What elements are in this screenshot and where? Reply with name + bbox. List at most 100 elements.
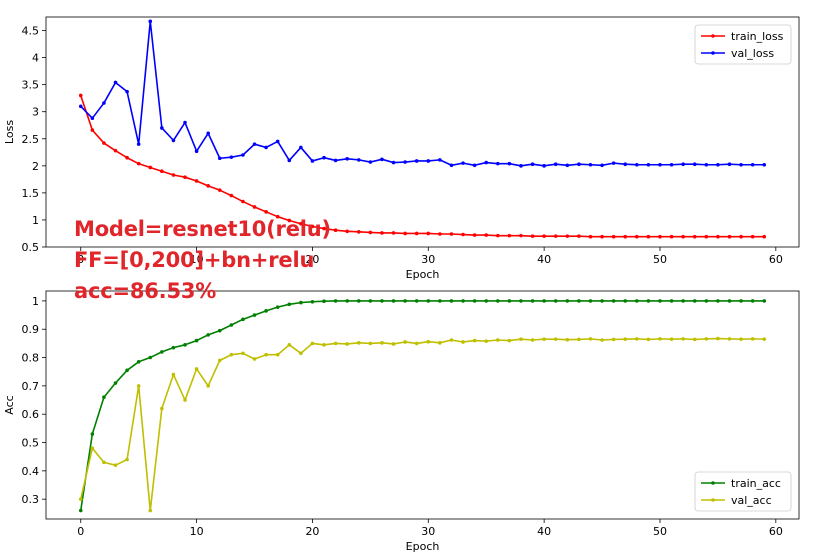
data-point [380, 299, 384, 303]
data-point [333, 158, 338, 163]
data-point [183, 343, 187, 347]
data-point [611, 337, 616, 342]
data-point [530, 299, 535, 303]
data-point [461, 232, 465, 237]
data-point [669, 162, 674, 167]
data-point [217, 358, 222, 363]
data-point [136, 161, 141, 166]
annotation-model: Model=resnet10(relu) [74, 217, 331, 241]
data-point [692, 162, 697, 166]
data-point [252, 205, 257, 209]
data-point [299, 145, 303, 150]
x-tick-label: 20 [305, 253, 319, 266]
data-point [658, 299, 662, 303]
data-point [148, 355, 153, 360]
data-point [461, 161, 465, 165]
y-tick-label: 0.3 [22, 493, 40, 506]
data-point [310, 341, 315, 346]
data-point [716, 234, 720, 239]
data-point [113, 148, 118, 153]
data-point [322, 226, 326, 231]
data-point [310, 159, 315, 163]
data-point [252, 313, 257, 317]
data-point [136, 384, 141, 388]
data-point [264, 352, 268, 357]
y-axis-label: Acc [3, 395, 16, 414]
data-point [160, 126, 164, 130]
data-point [496, 299, 500, 303]
data-point [380, 157, 384, 162]
data-point [646, 337, 651, 342]
data-point [275, 214, 280, 219]
plot-frame [45, 16, 800, 248]
data-point [635, 234, 639, 239]
data-point [623, 299, 628, 303]
data-point [194, 367, 199, 371]
x-tick-label: 30 [421, 253, 435, 266]
data-point [727, 234, 732, 239]
data-point [333, 228, 338, 233]
data-point [368, 341, 373, 346]
y-tick-label: 2.5 [22, 133, 40, 146]
data-point [530, 162, 535, 166]
data-point [136, 360, 141, 364]
data-point [669, 234, 674, 239]
data-point [739, 162, 743, 167]
data-point [588, 234, 593, 239]
data-point [449, 299, 454, 303]
data-point [496, 233, 500, 238]
data-point [287, 343, 292, 347]
x-tick-label: 0 [77, 525, 84, 538]
data-point [692, 234, 697, 239]
data-point [681, 299, 685, 303]
data-point [600, 234, 604, 239]
y-tick-label: 0.6 [22, 408, 40, 421]
data-point [635, 337, 639, 341]
data-point [345, 156, 350, 161]
data-point [264, 309, 268, 313]
data-point [171, 345, 176, 350]
data-point [414, 159, 419, 163]
data-point [507, 161, 512, 166]
data-point [241, 199, 245, 204]
data-point [356, 230, 361, 234]
x-axis-label: Epoch [406, 268, 440, 281]
data-point [160, 350, 164, 354]
data-point [484, 233, 489, 237]
data-point [90, 128, 95, 132]
data-point [449, 163, 454, 168]
data-point [669, 299, 674, 303]
data-point [206, 131, 210, 136]
data-point [507, 338, 512, 343]
data-point [646, 162, 651, 167]
series-line [80, 20, 765, 167]
data-point [287, 302, 292, 307]
series-line [79, 337, 765, 512]
data-point [496, 161, 500, 166]
data-point [345, 229, 350, 234]
x-axis-label: Epoch [406, 540, 440, 553]
annotation-acc: acc=86.53% [74, 279, 217, 303]
data-point [160, 406, 164, 411]
series-val_acc [78, 336, 767, 513]
data-point [692, 299, 697, 303]
data-point [496, 338, 500, 342]
data-point [368, 160, 373, 164]
data-point [577, 234, 581, 238]
data-point [681, 234, 685, 239]
data-point [669, 337, 674, 341]
data-point [171, 138, 176, 143]
data-point [577, 162, 581, 166]
data-point [345, 299, 350, 303]
data-point [217, 188, 222, 192]
data-point [623, 162, 628, 166]
data-point [194, 179, 199, 183]
data-point [449, 232, 454, 236]
y-tick-label: 1 [32, 214, 39, 227]
data-point [565, 337, 570, 342]
data-point [565, 163, 570, 168]
data-point [739, 337, 743, 341]
data-point [403, 160, 407, 164]
data-point [229, 155, 234, 159]
